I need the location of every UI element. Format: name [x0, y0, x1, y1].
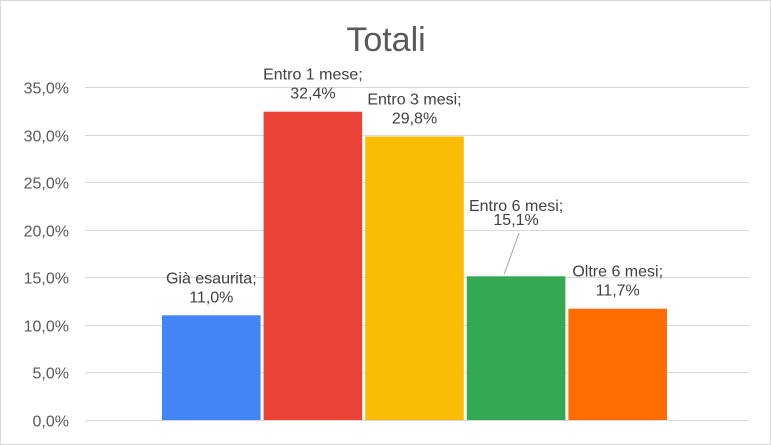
data-labels: Già esaurita; 11,0% Entro 1 mese; 32,4% Entr…: [166, 67, 663, 307]
data-label-value: 32,4%: [290, 86, 335, 103]
data-label-value: 29,8%: [392, 110, 437, 127]
bar: [162, 315, 261, 420]
data-label-value: 11,0%: [189, 289, 233, 306]
data-label-category: Già esaurita;: [166, 270, 257, 287]
y-tick-label: 25,0%: [24, 176, 69, 193]
data-label-value: 15,1%: [493, 212, 538, 229]
data-label-category: Oltre 6 mesi;: [572, 264, 663, 281]
y-tick-label: 10,0%: [24, 319, 69, 336]
leader-line: [503, 232, 520, 275]
y-tick-label: 35,0%: [24, 81, 69, 98]
data-label-category: Entro 1 mese;: [263, 67, 363, 84]
y-axis-ticks: 0,0% 5,0% 10,0% 15,0% 20,0% 25,0% 30,0% 35,0%: [24, 81, 69, 431]
chart-title: Totali: [346, 21, 425, 59]
bar: [365, 136, 464, 420]
y-tick-label: 15,0%: [24, 271, 69, 288]
data-label-category: Entro 3 mesi;: [367, 91, 461, 108]
y-tick-label: 5,0%: [33, 366, 69, 383]
bar: [568, 308, 667, 420]
bar: [263, 111, 363, 420]
y-tick-label: 0,0%: [33, 414, 69, 431]
bar: [466, 276, 566, 420]
y-tick-label: 20,0%: [24, 224, 69, 241]
data-label-category: Entro 6 mesi;: [469, 198, 563, 215]
data-label-value: 11,7%: [596, 283, 640, 300]
y-tick-label: 30,0%: [24, 129, 69, 146]
bars: [162, 111, 667, 420]
